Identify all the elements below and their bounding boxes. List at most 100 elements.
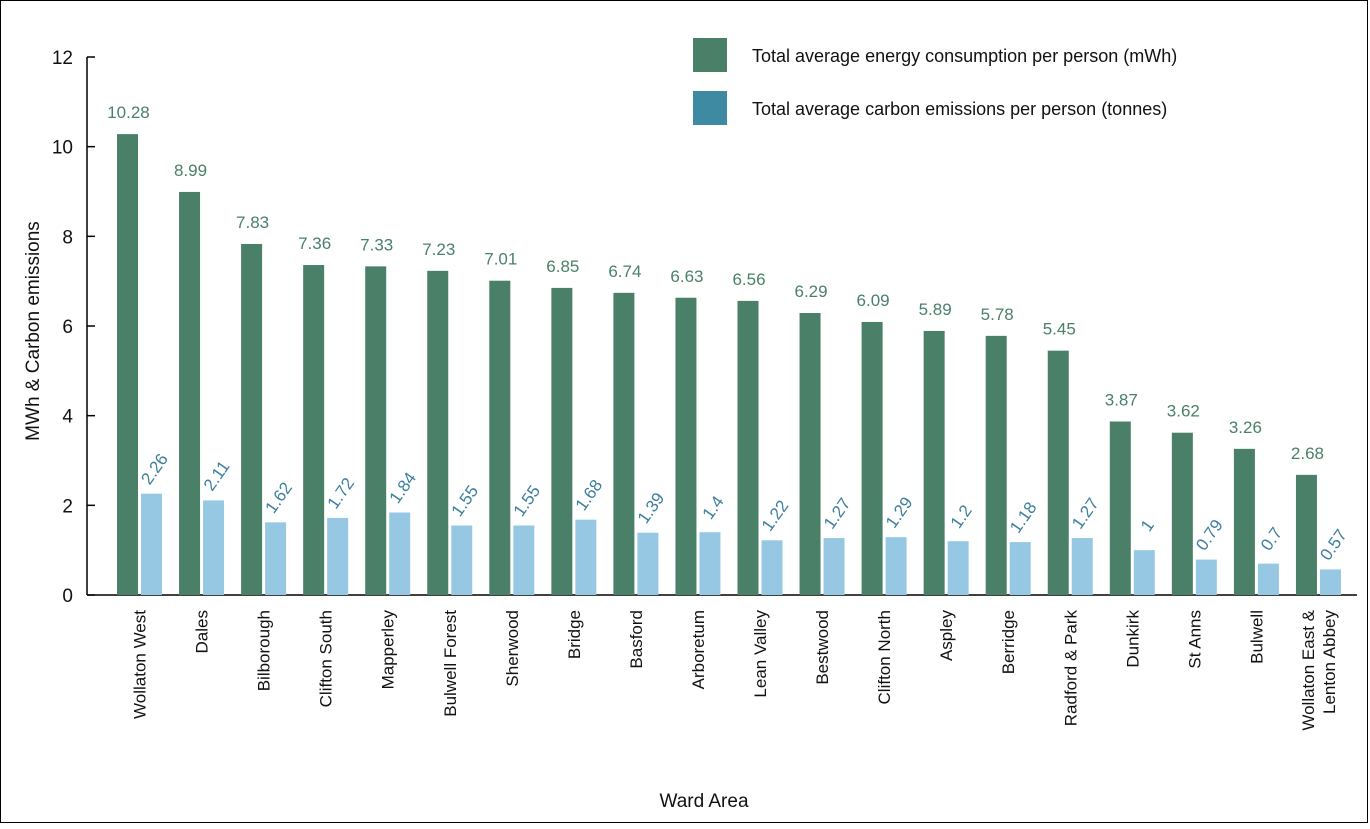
category-label: Berridge (999, 610, 1018, 674)
category-label: Bulwell Forest (441, 610, 460, 717)
bar-energy (737, 300, 759, 595)
category-label: Lenton Abbey (1320, 610, 1339, 714)
value-label-energy: 7.23 (422, 240, 455, 259)
y-tick-label: 4 (62, 407, 73, 428)
bar-energy (1295, 474, 1317, 595)
bar-carbon (637, 532, 659, 595)
legend: Total average energy consumption per per… (693, 38, 1177, 125)
value-label-energy: 6.56 (732, 270, 765, 289)
bar-carbon (1195, 559, 1217, 595)
bar-energy (1109, 421, 1131, 595)
bar-carbon (389, 512, 411, 595)
value-label-carbon: 1 (1137, 516, 1158, 535)
bar-energy (303, 265, 325, 595)
value-label-carbon: 1.29 (882, 494, 917, 532)
bar-energy (799, 312, 821, 595)
value-label-carbon: 1.27 (1068, 494, 1103, 532)
category-label: Clifton South (317, 610, 336, 707)
category-label: Mapperley (379, 610, 398, 690)
bar-energy (179, 191, 201, 595)
bar-carbon (203, 500, 225, 595)
value-label-energy: 3.26 (1229, 418, 1262, 437)
category-label: Sherwood (503, 610, 522, 687)
category-label: Arboretum (689, 610, 708, 689)
category-label: Wollaton West (131, 610, 150, 719)
bars (117, 134, 1341, 595)
value-label-energy: 7.83 (236, 213, 269, 232)
value-label-energy: 2.68 (1291, 444, 1324, 463)
bar-carbon (265, 522, 287, 595)
y-tick-label: 8 (62, 227, 73, 248)
legend-swatch-carbon (693, 91, 727, 125)
value-label-carbon: 1.84 (386, 469, 421, 507)
bar-energy (675, 297, 697, 595)
value-label-carbon: 1.39 (634, 489, 669, 527)
x-axis-title: Ward Area (659, 791, 748, 812)
value-label-energy: 3.62 (1167, 402, 1200, 421)
bar-energy (613, 292, 635, 595)
y-tick-label: 6 (62, 317, 73, 338)
value-label-carbon: 1.72 (324, 474, 359, 512)
bar-energy (117, 134, 138, 595)
value-label-energy: 7.33 (360, 235, 393, 254)
bar-energy (427, 270, 449, 595)
value-label-carbon: 2.11 (200, 457, 234, 494)
bar-energy (1047, 350, 1069, 595)
bar-carbon (327, 517, 349, 595)
value-label-energy: 6.74 (608, 262, 641, 281)
bar-energy (861, 321, 883, 595)
value-label-energy: 3.87 (1105, 390, 1138, 409)
bar-carbon (885, 537, 907, 595)
category-label: Wollaton East & (1299, 609, 1318, 730)
y-axis-title: MWh & Carbon emissions (23, 221, 44, 441)
category-label: Radford & Park (1061, 610, 1080, 727)
bar-carbon (761, 540, 783, 595)
value-labels: 10.28 2.26 8.99 2.11 7.83 1.62 7.36 1.72 7.33 1.8… (107, 103, 1351, 564)
bar-carbon (823, 538, 845, 595)
bar-energy (985, 335, 1007, 595)
value-label-carbon: 1.68 (572, 476, 607, 514)
value-label-energy: 7.01 (484, 250, 517, 269)
bar-carbon (513, 525, 535, 595)
value-label-energy: 10.28 (107, 103, 150, 122)
value-label-carbon: 1.55 (510, 482, 545, 520)
value-label-energy: 8.99 (174, 161, 207, 180)
category-label: Clifton North (875, 610, 894, 704)
bar-carbon (141, 493, 162, 595)
value-label-carbon: 0.57 (1316, 526, 1351, 564)
bar-energy (489, 280, 511, 595)
value-label-carbon: 1.55 (448, 482, 483, 520)
bar-carbon (575, 519, 597, 595)
bar-carbon (947, 541, 969, 595)
category-label: Dunkirk (1123, 610, 1142, 668)
bar-carbon (1319, 569, 1341, 595)
value-label-energy: 5.78 (981, 305, 1014, 324)
category-label: Bestwood (813, 610, 832, 685)
bar-carbon (1133, 550, 1155, 595)
bar-carbon (1071, 538, 1093, 595)
value-label-carbon: 1.4 (699, 493, 728, 523)
bar-energy (365, 266, 387, 595)
value-label-carbon: 1.27 (820, 494, 855, 532)
bar-energy (1171, 432, 1193, 595)
category-label: Bulwell (1247, 610, 1266, 664)
category-label: Bilborough (255, 610, 274, 691)
value-label-energy: 6.85 (546, 257, 579, 276)
value-label-carbon: 1.18 (1006, 499, 1041, 537)
category-label: Lean Valley (751, 610, 770, 698)
bar-carbon (1257, 563, 1279, 595)
legend-label-energy: Total average energy consumption per per… (752, 46, 1177, 66)
bar-energy (1233, 448, 1255, 595)
value-label-carbon: 0.79 (1192, 516, 1227, 554)
value-label-carbon: 1.62 (261, 479, 296, 517)
category-label: Basford (627, 610, 646, 669)
value-label-energy: 6.09 (857, 291, 890, 310)
bar-energy (923, 330, 945, 595)
value-label-energy: 6.63 (670, 267, 703, 286)
value-label-energy: 5.89 (919, 300, 952, 319)
value-label-carbon: 0.7 (1257, 524, 1286, 554)
y-tick-label: 12 (52, 48, 73, 69)
category-label: Bridge (565, 610, 584, 659)
